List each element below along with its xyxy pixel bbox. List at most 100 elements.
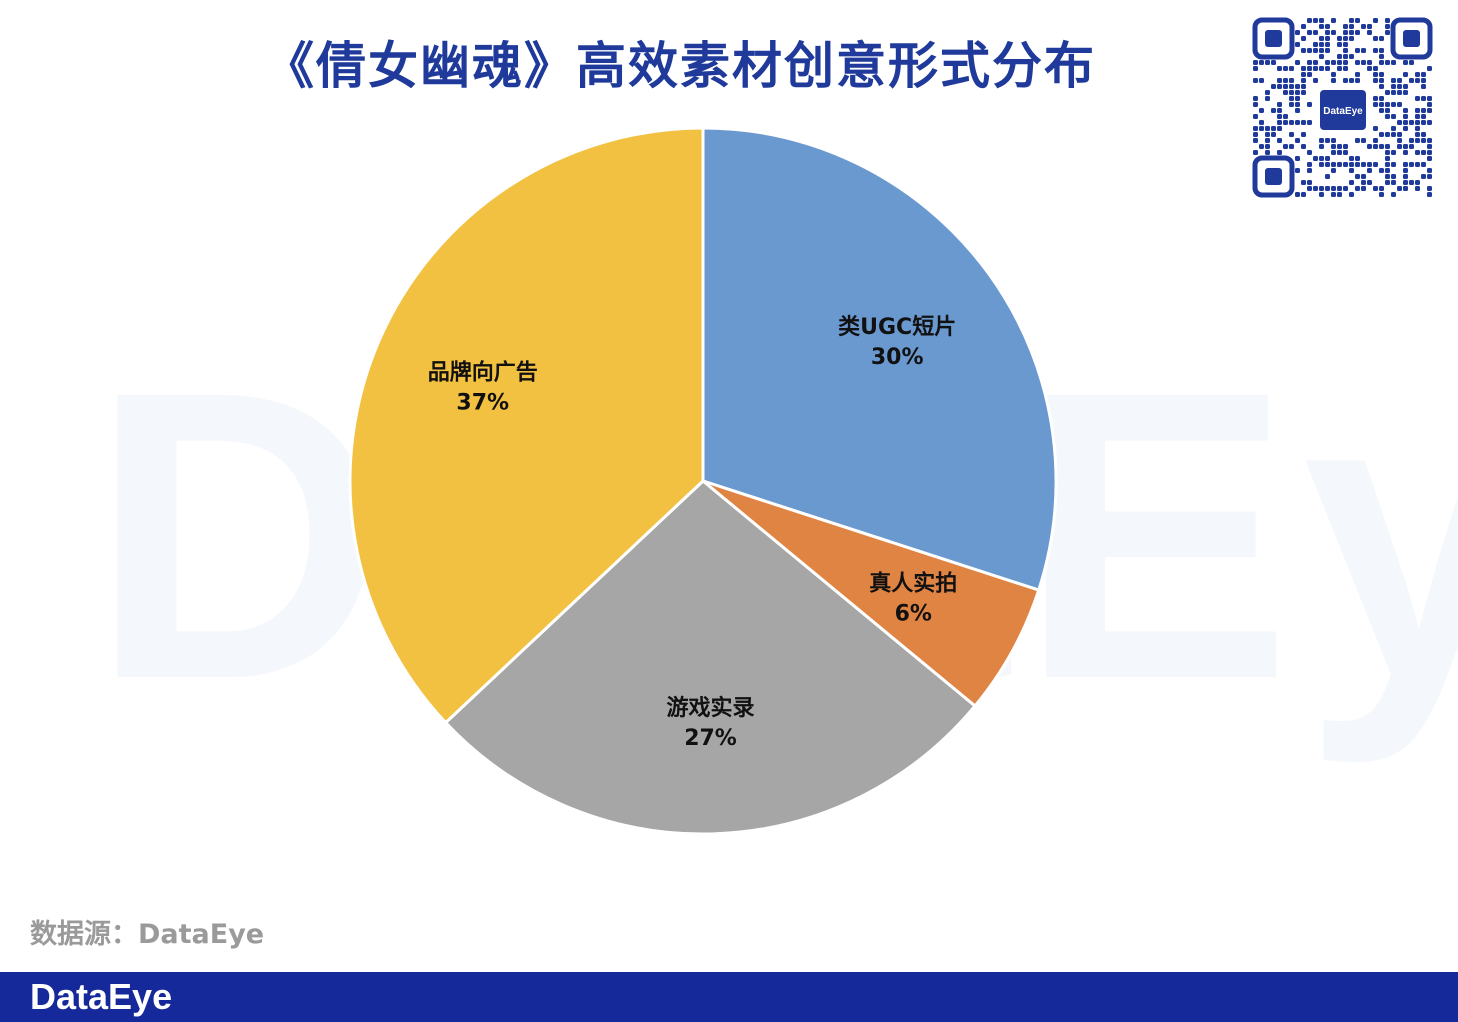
- qr-module: [1343, 30, 1348, 35]
- qr-module: [1409, 60, 1414, 65]
- pie-slice-2: [443, 479, 978, 836]
- qr-module: [1415, 108, 1420, 113]
- qr-module: [1403, 90, 1408, 95]
- qr-module: [1295, 60, 1300, 65]
- qr-module: [1301, 66, 1306, 71]
- qr-module: [1331, 78, 1336, 83]
- qr-module: [1415, 72, 1420, 77]
- qr-module: [1373, 102, 1378, 107]
- qr-module: [1343, 78, 1348, 83]
- qr-module: [1391, 192, 1396, 197]
- qr-module: [1277, 120, 1282, 125]
- qr-module: [1409, 78, 1414, 83]
- qr-module: [1295, 96, 1300, 101]
- qr-module: [1397, 138, 1402, 143]
- qr-module: [1307, 30, 1312, 35]
- qr-module: [1331, 144, 1336, 149]
- qr-module: [1319, 138, 1324, 143]
- qr-center-label: DataEye: [1323, 106, 1363, 117]
- qr-module: [1301, 36, 1306, 41]
- qr-module: [1403, 108, 1408, 113]
- qr-module: [1349, 192, 1354, 197]
- qr-module: [1421, 150, 1426, 155]
- qr-module: [1427, 168, 1432, 173]
- qr-module: [1373, 48, 1378, 53]
- qr-module: [1421, 120, 1426, 125]
- qr-module: [1385, 114, 1390, 119]
- qr-module: [1379, 192, 1384, 197]
- qr-module: [1313, 186, 1318, 191]
- qr-module: [1385, 180, 1390, 185]
- qr-module: [1415, 138, 1420, 143]
- qr-module: [1379, 60, 1384, 65]
- qr-module: [1283, 114, 1288, 119]
- qr-module: [1319, 192, 1324, 197]
- qr-module: [1307, 60, 1312, 65]
- qr-module: [1319, 24, 1324, 29]
- qr-module: [1337, 42, 1342, 47]
- qr-module: [1331, 192, 1336, 197]
- qr-module: [1307, 150, 1312, 155]
- qr-module: [1259, 60, 1264, 65]
- qr-module: [1337, 66, 1342, 71]
- qr-module: [1337, 54, 1342, 59]
- qr-module: [1379, 102, 1384, 107]
- qr-module: [1361, 180, 1366, 185]
- qr-module: [1307, 120, 1312, 125]
- qr-center-badge: [1320, 90, 1366, 130]
- qr-module: [1385, 102, 1390, 107]
- qr-module: [1319, 42, 1324, 47]
- qr-module: [1385, 144, 1390, 149]
- qr-module: [1319, 186, 1324, 191]
- qr-module: [1385, 108, 1390, 113]
- qr-module: [1289, 66, 1294, 71]
- qr-module: [1277, 150, 1282, 155]
- qr-module: [1367, 144, 1372, 149]
- qr-module: [1361, 162, 1366, 167]
- qr-module: [1403, 60, 1408, 65]
- qr-module: [1385, 162, 1390, 167]
- qr-module: [1301, 84, 1306, 89]
- qr-module: [1373, 162, 1378, 167]
- qr-module: [1427, 96, 1432, 101]
- qr-module: [1403, 84, 1408, 89]
- qr-module: [1283, 84, 1288, 89]
- qr-module: [1427, 144, 1432, 149]
- qr-module: [1337, 150, 1342, 155]
- qr-module: [1331, 30, 1336, 35]
- slice-value-0: 30%: [871, 345, 924, 370]
- qr-module: [1403, 168, 1408, 173]
- pie-labels: 类UGC短片 30% 真人实拍 6% 游戏实录 27% 品牌向广告 37%: [428, 315, 958, 751]
- qr-module: [1415, 180, 1420, 185]
- qr-module: [1421, 114, 1426, 119]
- qr-module: [1325, 48, 1330, 53]
- qr-module: [1367, 168, 1372, 173]
- qr-module: [1385, 60, 1390, 65]
- slice-label-1: 真人实拍: [869, 571, 957, 597]
- qr-module: [1385, 18, 1390, 23]
- slice-value-2: 27%: [684, 726, 737, 751]
- qr-module: [1427, 156, 1432, 161]
- qr-module: [1325, 162, 1330, 167]
- qr-module: [1325, 24, 1330, 29]
- qr-module: [1355, 78, 1360, 83]
- qr-module: [1391, 102, 1396, 107]
- qr-module: [1397, 102, 1402, 107]
- qr-module: [1277, 114, 1282, 119]
- qr-module: [1403, 114, 1408, 119]
- qr-module: [1259, 126, 1264, 131]
- qr-module: [1355, 162, 1360, 167]
- qr-module: [1295, 30, 1300, 35]
- qr-module: [1325, 66, 1330, 71]
- qr-module: [1331, 186, 1336, 191]
- qr-module: [1253, 150, 1258, 155]
- qr-module: [1415, 186, 1420, 191]
- qr-module: [1319, 54, 1324, 59]
- qr-module: [1295, 192, 1300, 197]
- qr-module: [1373, 18, 1378, 23]
- qr-module: [1301, 90, 1306, 95]
- qr-finder-center: [1265, 168, 1282, 185]
- qr-module: [1403, 180, 1408, 185]
- qr-module: [1391, 60, 1396, 65]
- qr-module: [1307, 72, 1312, 77]
